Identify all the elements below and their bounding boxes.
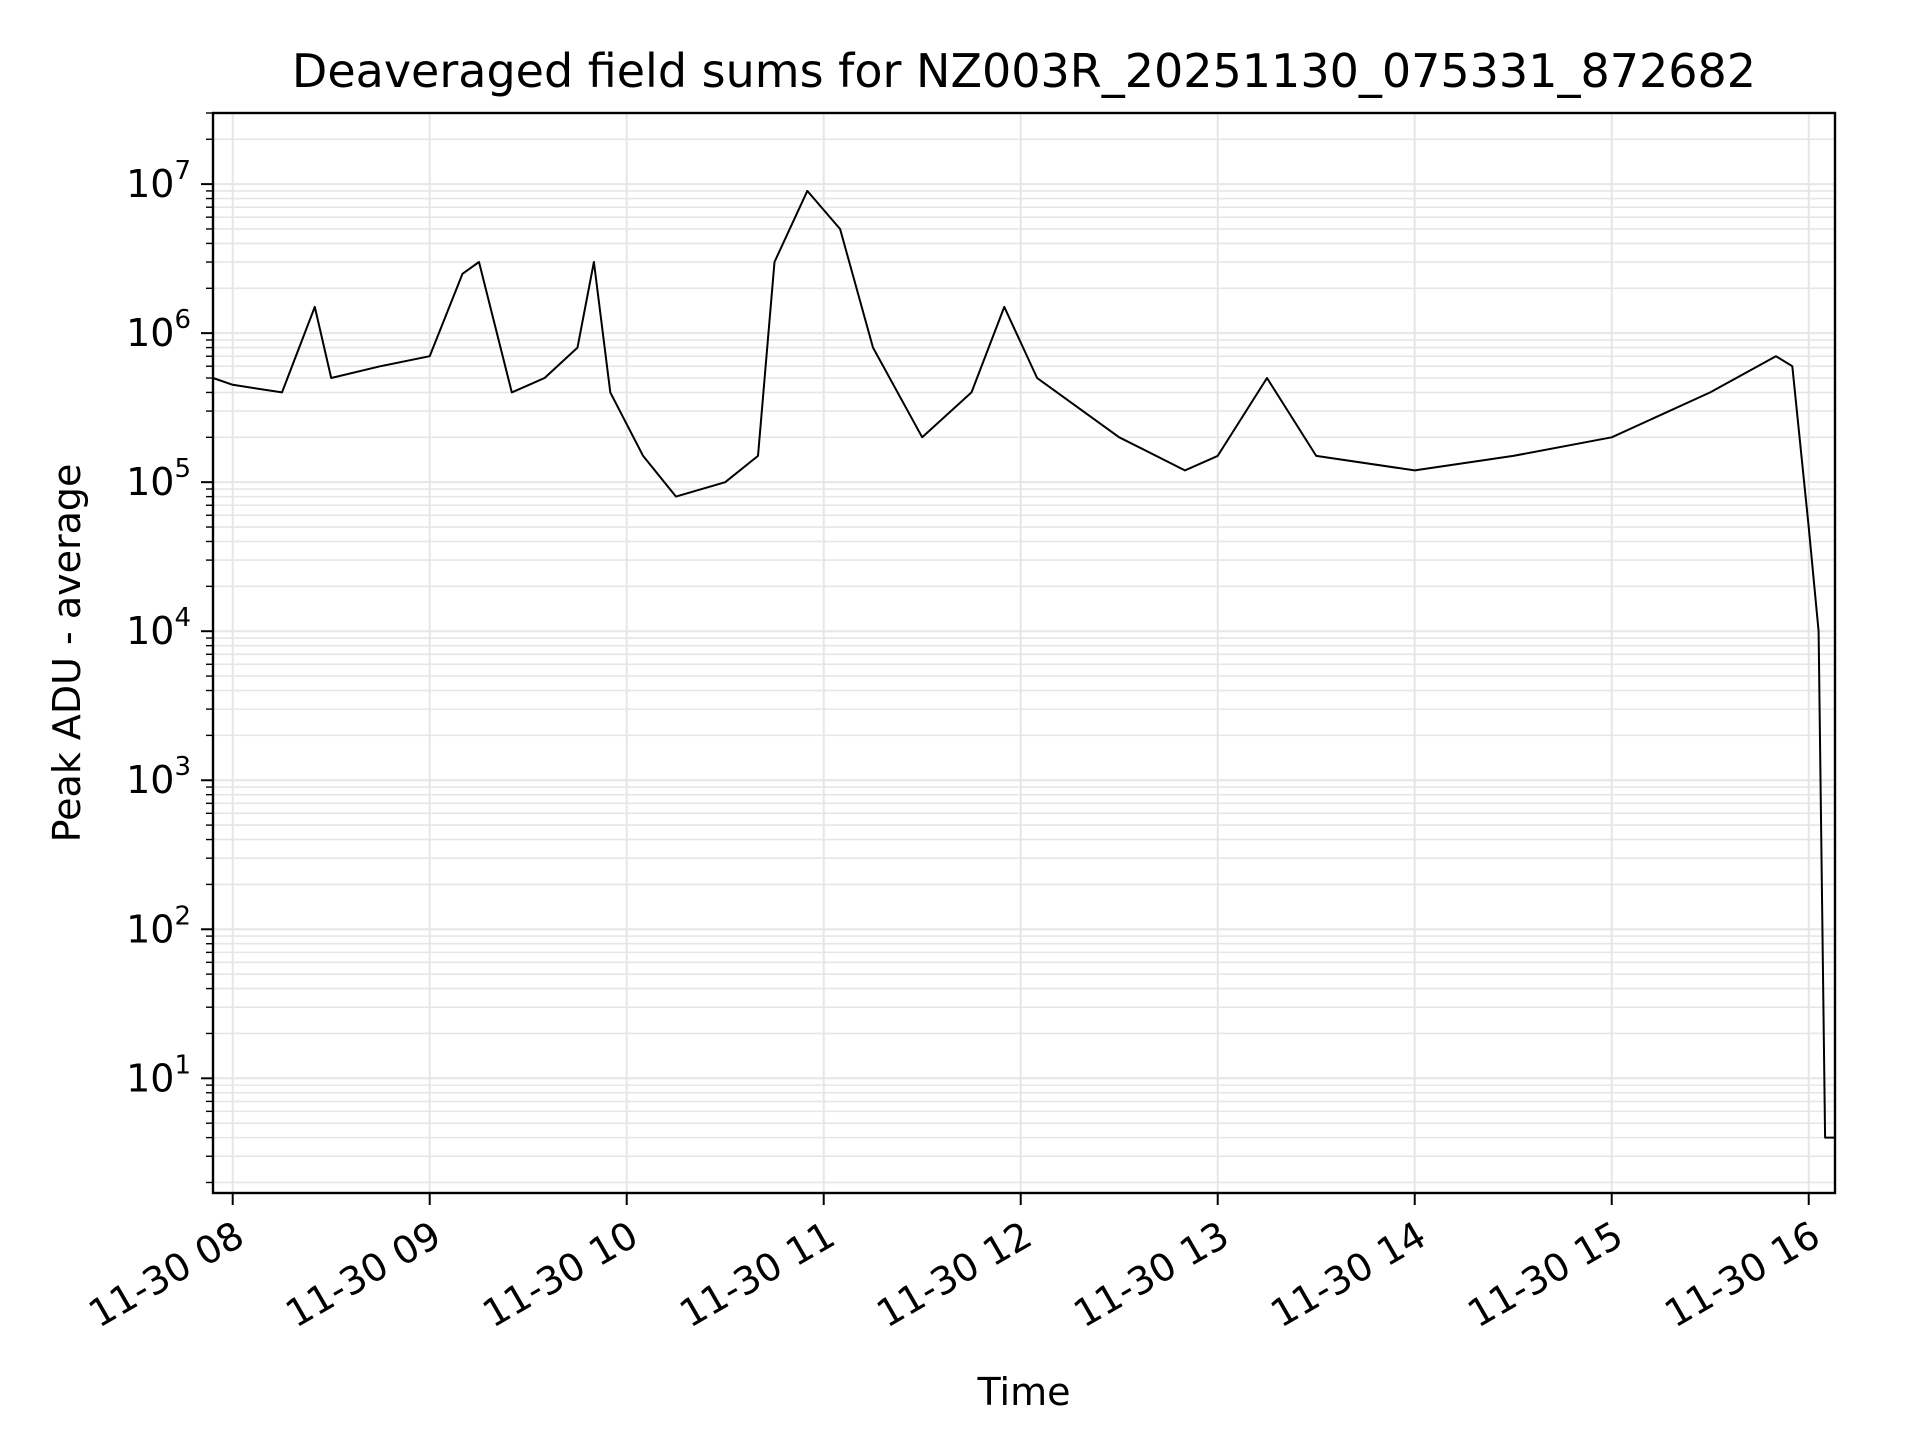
series-layer [212,189,1835,1139]
y-axis-label: Peak ADU - average [45,464,89,843]
y-tick-label: 103 [126,752,191,802]
y-tick-label: 102 [126,901,191,951]
x-axis-label: Time [977,1370,1071,1414]
y-tick-label: 105 [126,454,191,504]
y-tick-label: 104 [126,603,191,653]
grid-lines [213,112,1835,1193]
chart-title: Deaveraged field sums for NZ003R_2025113… [292,44,1756,98]
y-tick-label: 106 [126,305,191,355]
y-tick-label: 101 [126,1050,191,1100]
y-tick-label: 107 [126,156,191,206]
y-axis-ticks: 101 102 103 104 105 106 107 [126,112,213,1184]
plot-frame [211,111,1837,1195]
series-line [212,189,1835,1139]
